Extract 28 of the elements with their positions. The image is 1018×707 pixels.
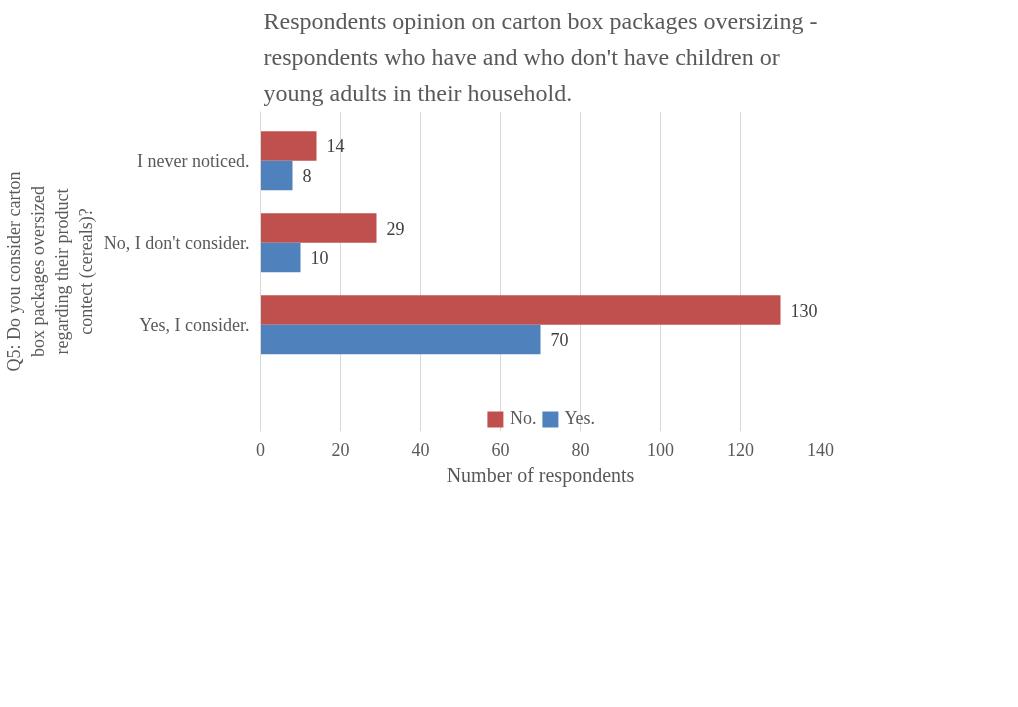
bar <box>260 160 293 191</box>
data-label: 14 <box>326 136 345 157</box>
x-axis-title: Number of respondents <box>446 463 635 487</box>
y-axis-title: Q5: Do you consider carton box packages oversized regarding their product contect (cereals)? <box>3 171 97 372</box>
x-tick-label: 20 <box>331 439 350 460</box>
chart-title: Respondents opinion on carton box packages oversizing - respondents who have and who don't have children or young adults in their household. <box>263 7 818 107</box>
data-label: 8 <box>302 166 312 186</box>
bar <box>260 131 317 161</box>
data-label: 70 <box>550 330 569 351</box>
bar <box>260 295 781 325</box>
x-tick-label: 40 <box>411 439 430 460</box>
bar <box>260 324 541 355</box>
data-label: 130 <box>790 300 818 321</box>
data-label: 29 <box>386 218 405 239</box>
legend-label: Yes. <box>564 408 596 429</box>
data-label: 10 <box>310 248 329 269</box>
x-tick-label: 0 <box>256 439 265 460</box>
bar <box>260 242 301 273</box>
x-tick-label: 100 <box>647 439 674 460</box>
x-tick-label: 80 <box>571 439 590 460</box>
y-tick-label: Yes, I consider. <box>139 314 250 335</box>
x-tick-label: 60 <box>491 439 510 460</box>
legend-label: No. <box>509 408 537 429</box>
x-tick-label: 140 <box>807 439 834 460</box>
x-tick-label: 120 <box>727 439 754 460</box>
bar <box>260 213 377 243</box>
y-tick-label: I never noticed. <box>137 150 250 171</box>
y-tick-label: No, I don't consider. <box>103 232 250 253</box>
